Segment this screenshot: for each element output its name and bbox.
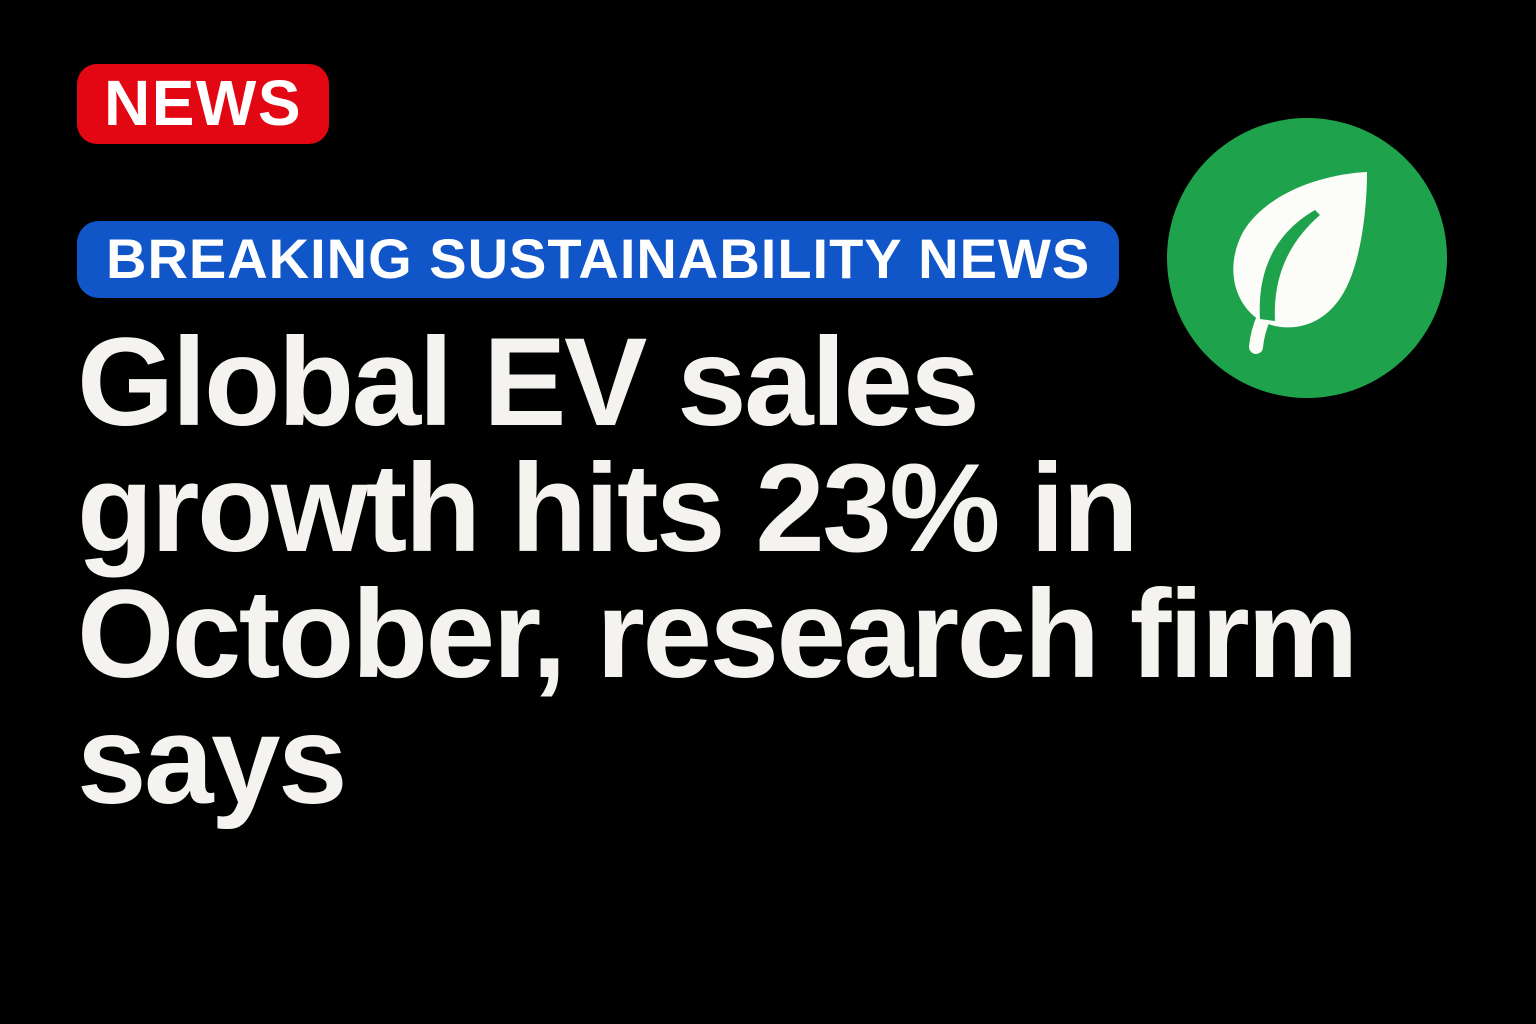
- breaking-sustainability-badge-label: BREAKING SUSTAINABILITY NEWS: [106, 227, 1091, 290]
- breaking-sustainability-badge: BREAKING SUSTAINABILITY NEWS: [77, 221, 1120, 298]
- headline-line: October, research firm: [77, 565, 1358, 704]
- leaf-icon-vein: [1259, 210, 1320, 321]
- headline-line: growth hits 23% in: [77, 439, 1139, 578]
- news-badge-label: NEWS: [104, 67, 302, 139]
- headline-line: says: [77, 691, 348, 830]
- leaf-icon: [1167, 118, 1447, 398]
- headline-line: Global EV sales: [77, 313, 980, 452]
- leaf-icon-stem: [1249, 310, 1271, 354]
- news-badge: NEWS: [77, 64, 329, 144]
- headline: Global EV sales growth hits 23% in Octob…: [77, 320, 1497, 824]
- leaf-badge: [1167, 118, 1447, 398]
